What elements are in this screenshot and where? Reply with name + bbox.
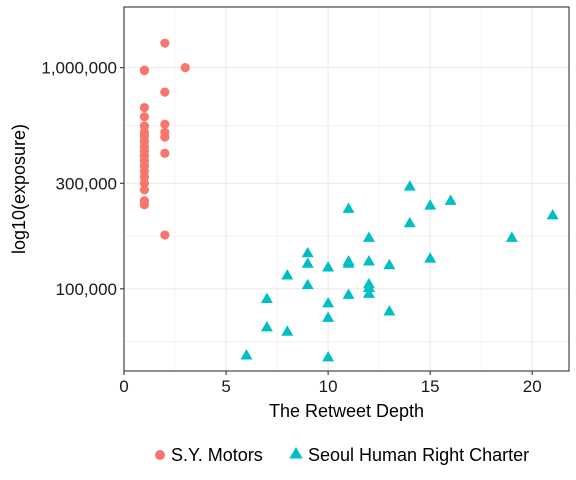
seoul-human-right-charter-point	[342, 257, 355, 268]
seoul-human-right-charter-point	[260, 320, 273, 332]
legend-circle-marker	[155, 450, 165, 460]
legend: S.Y. Motors Seoul Human Right Charter	[155, 445, 529, 465]
y-tick-label: 100,000	[56, 280, 117, 299]
seoul-human-right-charter-point	[301, 278, 314, 290]
y-axis-title: log10(exposure)	[9, 124, 29, 254]
seoul-human-right-charter-point	[281, 269, 294, 280]
legend-label-seoul-human-right-charter: Seoul Human Right Charter	[308, 445, 529, 465]
seoul-human-right-charter-point	[342, 202, 355, 213]
seoul-human-right-charter-point	[240, 349, 253, 360]
x-tick-label: 5	[221, 377, 230, 396]
seoul-human-right-charter-point	[301, 257, 314, 268]
sy-motors-point	[139, 112, 150, 122]
sy-motors-point	[160, 132, 170, 142]
seoul-human-right-charter-point	[403, 180, 416, 191]
seoul-human-right-charter-point	[403, 216, 416, 228]
y-axis: 100,000 300,000 1,000,000	[41, 59, 124, 299]
seoul-human-right-charter-point	[424, 252, 437, 263]
y-tick-label: 300,000	[56, 174, 117, 193]
sy-motors-point	[160, 87, 170, 97]
seoul-human-right-charter-point	[362, 287, 375, 298]
grid	[123, 7, 569, 371]
seoul-human-right-charter-point	[322, 351, 335, 362]
seoul-human-right-charter-point	[505, 231, 518, 242]
sy-motors-point	[160, 119, 170, 129]
seoul-human-right-charter-point	[362, 281, 375, 292]
sy-motors-point	[139, 102, 150, 113]
seoul-human-right-charter-point	[383, 305, 396, 316]
plot-panel-border	[123, 6, 570, 372]
seoul-human-right-charter-point	[301, 246, 314, 258]
seoul-human-right-charter-point	[424, 199, 437, 210]
x-tick-label: 15	[421, 377, 440, 396]
seoul-human-right-charter-point	[383, 258, 396, 270]
seoul-human-right-charter-point	[322, 311, 335, 322]
seoul-human-right-charter-point	[362, 255, 375, 266]
y-tick-label: 1,000,000	[41, 59, 117, 78]
seoul-human-right-charter-point	[342, 288, 355, 299]
seoul-human-right-charter-point	[322, 296, 335, 308]
sy-motors-point	[160, 38, 170, 48]
sy-motors-point	[139, 178, 150, 188]
seoul-human-right-charter-point	[281, 325, 294, 336]
sy-motors-point	[139, 185, 150, 195]
legend-item-seoul-human-right-charter: Seoul Human Right Charter	[289, 445, 529, 465]
x-axis-title: The Retweet Depth	[269, 401, 424, 421]
x-tick-label: 0	[119, 377, 128, 396]
plot-points	[139, 38, 559, 362]
legend-triangle-marker	[289, 447, 303, 459]
x-axis: 0 5 10 15 20	[119, 371, 542, 396]
seoul-human-right-charter-point	[444, 194, 457, 205]
sy-motors-point	[139, 65, 150, 76]
legend-item-sy-motors: S.Y. Motors	[155, 445, 263, 465]
sy-motors-point	[160, 148, 170, 158]
seoul-human-right-charter-point	[260, 292, 273, 304]
x-tick-label: 10	[319, 377, 338, 396]
seoul-human-right-charter-point	[322, 261, 335, 272]
seoul-human-right-charter-point	[362, 231, 375, 242]
x-tick-label: 20	[523, 377, 542, 396]
seoul-human-right-charter-point	[546, 208, 559, 220]
sy-motors-point	[160, 230, 170, 240]
sy-motors-point	[180, 63, 190, 73]
sy-motors-point	[139, 121, 150, 131]
sy-motors-point	[139, 200, 150, 210]
legend-label-sy-motors: S.Y. Motors	[171, 445, 263, 465]
